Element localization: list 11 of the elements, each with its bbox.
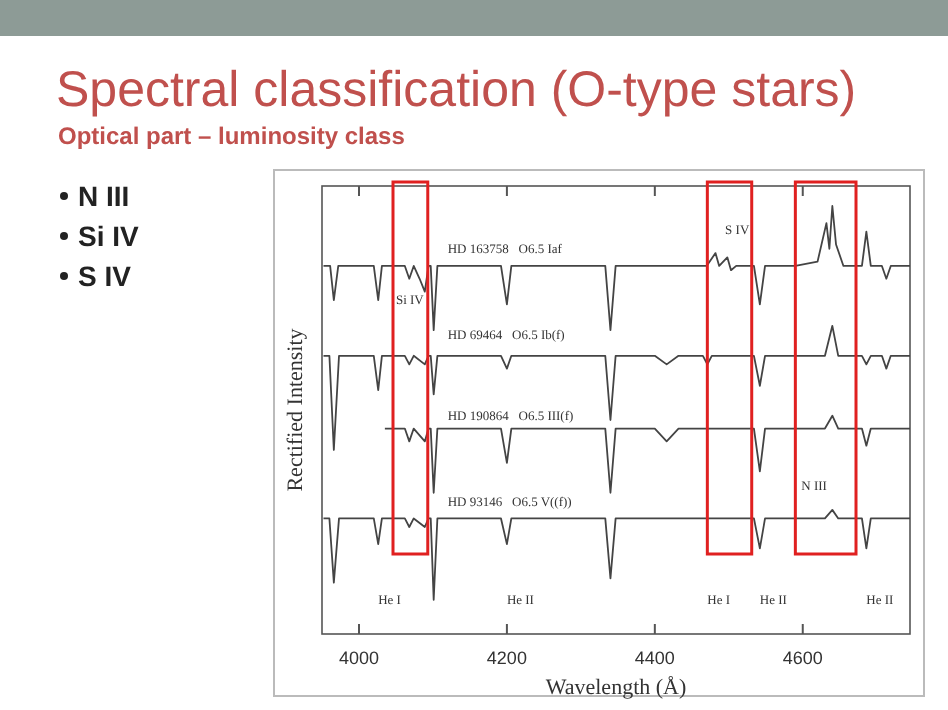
text: Si IV <box>78 220 141 252</box>
text: N III <box>78 180 130 212</box>
x-tick-label: 4200 <box>486 648 527 668</box>
text: S IV <box>78 260 133 292</box>
x-tick-label: 4600 <box>782 648 823 668</box>
chart-subtitle: Optical part – luminosity class <box>58 122 406 150</box>
x-tick-label: 4400 <box>634 648 675 668</box>
chart-title: Spectral classification (O-type stars) <box>56 62 857 118</box>
x-tick-label: 4000 <box>338 648 380 668</box>
y-axis-title: Rectified Intensity <box>284 327 308 492</box>
x-axis-title: Wavelength (Å) <box>545 674 687 700</box>
